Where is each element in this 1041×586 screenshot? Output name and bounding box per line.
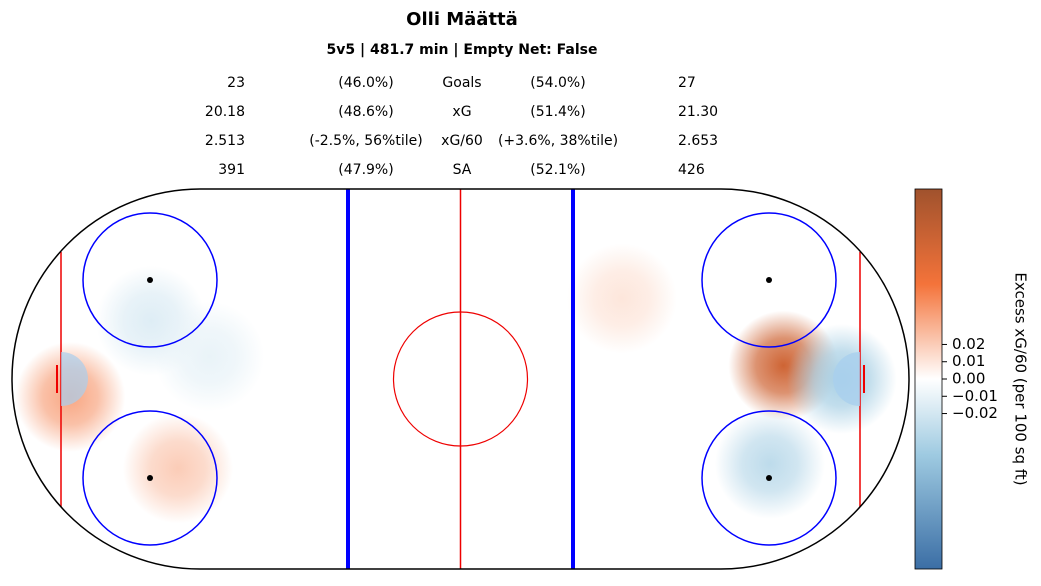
colorbar-tick-label: 0.00 [952,370,985,388]
stat-cell: (52.1%) [530,162,585,178]
chart-subtitle: 5v5 | 481.7 min | Empty Net: False [327,42,598,58]
chart-title: Olli Määttä [406,9,518,30]
stat-cell: 426 [678,162,705,178]
stat-cell: (51.4%) [530,104,585,120]
colorbar-label: Excess xG/60 (per 100 sq ft) [1012,272,1030,485]
stat-cell: 27 [678,75,696,91]
heatmap [15,243,897,524]
heat-spot [154,301,265,412]
stat-cell: 21.30 [678,104,718,120]
heat-spot [566,243,677,354]
colorbar [914,188,943,570]
stat-cell: 2.513 [205,133,245,149]
heat-spot [714,408,825,519]
stat-cell: (-2.5%, 56%tile) [309,133,422,149]
stat-cell: (54.0%) [530,75,585,91]
stat-cell: (+3.6%, 38%tile) [498,133,618,149]
colorbar-tick-label: −0.01 [952,387,998,405]
stats-table: 23 (46.0%) Goals (54.0%) 27 20.18 (48.6%) xG (51… [205,75,718,178]
colorbar-tick-label: 0.02 [952,335,985,353]
stat-cell: 2.653 [678,133,718,149]
colorbar-tick-label: 0.01 [952,352,985,370]
stat-cell: (47.9%) [338,162,393,178]
stat-cell: 391 [218,162,245,178]
stat-cell: (48.6%) [338,104,393,120]
stat-cell: Goals [442,75,481,91]
stat-cell: (46.0%) [338,75,393,91]
rink [11,188,910,570]
colorbar-axis: 0.020.010.00−0.01−0.02 [942,335,998,422]
stat-cell: SA [453,162,472,178]
stat-cell: 23 [227,75,245,91]
colorbar-tick-label: −0.02 [952,404,998,422]
stat-cell: 20.18 [205,104,245,120]
stat-cell: xG/60 [441,133,483,149]
stat-cell: xG [452,104,471,120]
